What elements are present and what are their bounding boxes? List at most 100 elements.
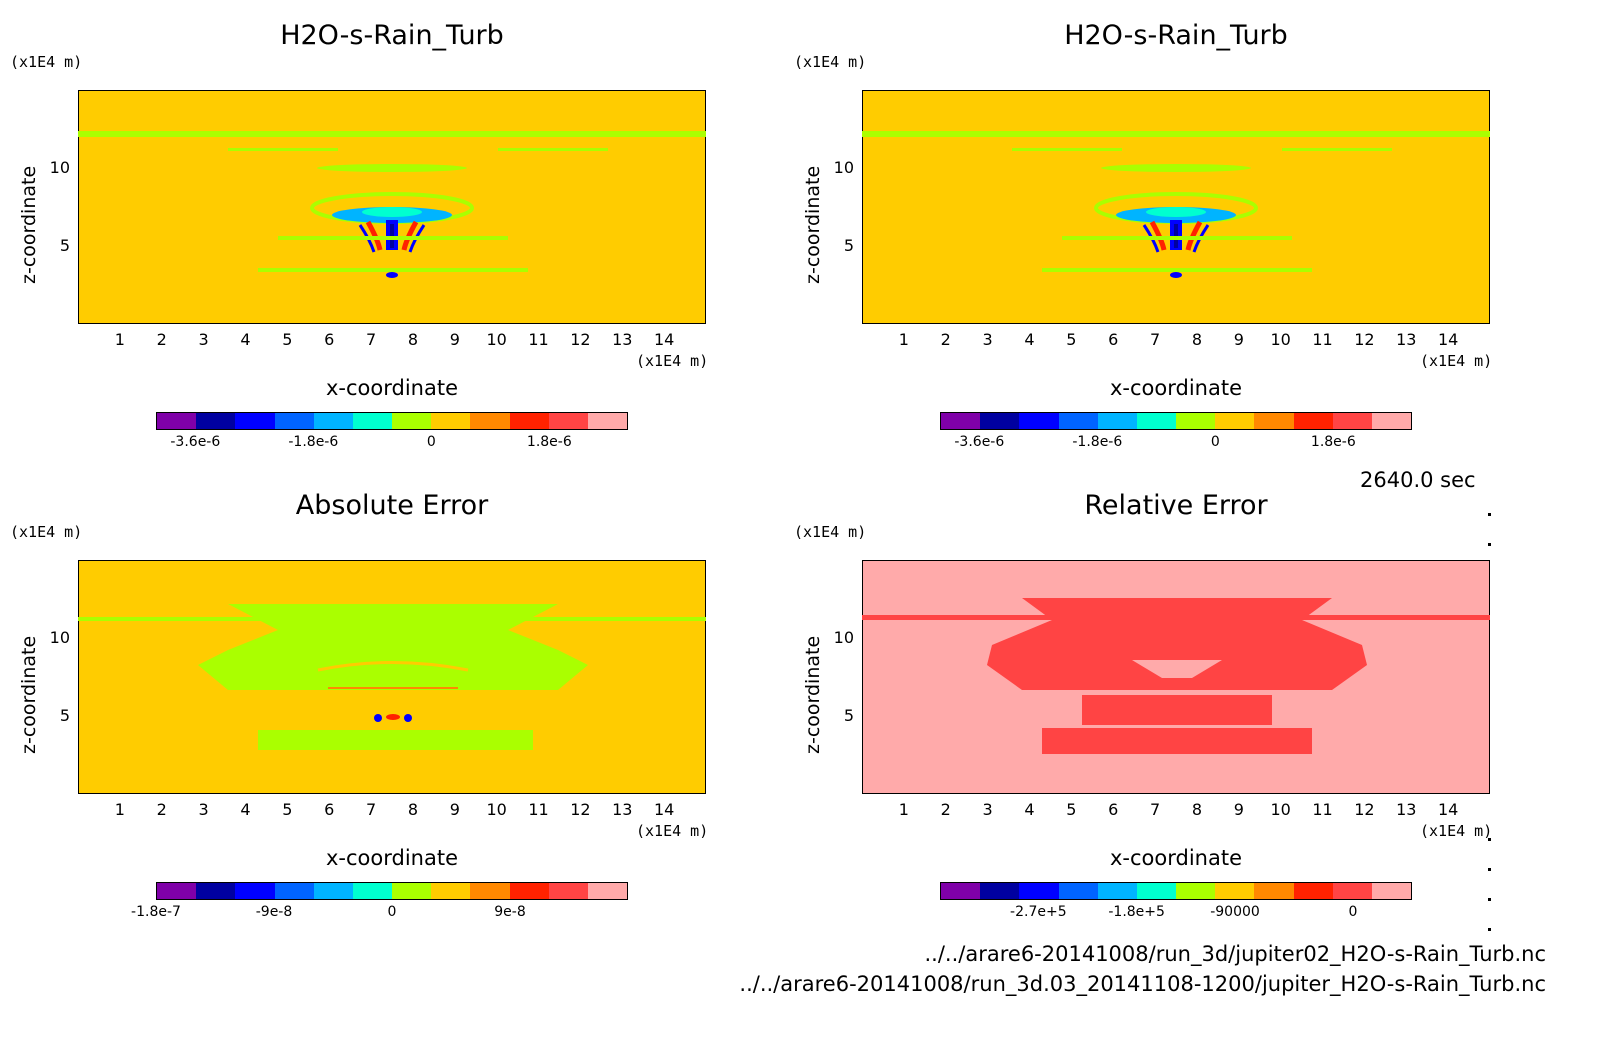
colorbar-swatch (587, 413, 628, 429)
x-tick-label: 3 (198, 800, 209, 819)
layer-streak (1282, 148, 1392, 151)
marker-dot (1488, 838, 1491, 841)
colorbar-swatch (352, 883, 393, 899)
rel-error-region (1082, 695, 1272, 725)
y-axis-label: z-coordinate (802, 165, 824, 284)
chart-title: H2O-s-Rain_Turb (1064, 20, 1288, 51)
footer-file-1: ../../arare6-20141008/run_3d/jupiter02_H… (924, 942, 1547, 966)
x-tick-label: 14 (653, 800, 675, 819)
x-axis-label: x-coordinate (325, 376, 458, 400)
colorbar-swatch (1293, 413, 1333, 429)
x-tick-label: 7 (365, 800, 377, 819)
colorbar-swatch (1019, 413, 1059, 429)
colorbar-swatch (509, 413, 549, 429)
colorbar-label: -9e-8 (255, 904, 293, 920)
colorbar-label: -2.7e+5 (1010, 904, 1067, 920)
x-tick-label: 6 (324, 330, 335, 349)
x-tick-label: 7 (365, 330, 377, 349)
x-tick-label: 8 (1191, 800, 1203, 819)
x-axis-label: x-coordinate (325, 846, 458, 870)
colorbar-label: -1.8e-7 (131, 904, 181, 920)
colorbar-swatch (1058, 883, 1098, 899)
heatmap-plot (78, 90, 706, 324)
colorbar (156, 412, 628, 430)
colorbar-swatch (1058, 413, 1098, 429)
colorbar-swatch (392, 883, 432, 899)
x-tick-label: 5 (282, 800, 293, 819)
colorbar-swatch (1176, 413, 1216, 429)
colorbar-swatch (1019, 883, 1059, 899)
x-tick-label: 4 (1024, 800, 1035, 819)
layer-streak (1101, 164, 1251, 172)
colorbar-swatch (1097, 883, 1137, 899)
colorbar-swatch (1215, 413, 1255, 429)
colorbar-swatch (431, 413, 471, 429)
chart-title: Absolute Error (295, 490, 489, 521)
x-tick-label: 14 (1437, 330, 1459, 349)
x-tick-label: 6 (1108, 330, 1119, 349)
x-tick-label: 2 (940, 330, 951, 349)
x-axis-label: x-coordinate (1109, 376, 1242, 400)
colorbar-swatch (1371, 883, 1412, 899)
x-tick-label: 1 (898, 330, 909, 349)
y-tick-label: 5 (59, 236, 70, 255)
colorbar-label: 0 (426, 434, 436, 450)
x-tick-label: 5 (282, 330, 293, 349)
x-tick-label: 10 (486, 330, 507, 349)
low-blob (1170, 272, 1182, 278)
y-axis-label: z-coordinate (18, 635, 40, 754)
colorbar-label: 1.8e-6 (526, 434, 572, 450)
x-tick-label: 9 (1233, 330, 1244, 349)
colorbar-swatch (548, 413, 588, 429)
x-tick-label: 11 (528, 330, 549, 349)
cloud-core (1146, 207, 1206, 217)
x-tick-label: 6 (324, 800, 335, 819)
colorbar-swatch (1176, 883, 1216, 899)
heatmap-plot (78, 560, 706, 794)
marker-dot (1488, 928, 1491, 931)
y-unit-label: (x1E4 m) (794, 523, 867, 541)
x-tick-label: 4 (240, 330, 251, 349)
colorbar-swatch (1254, 413, 1294, 429)
x-tick-label: 13 (1396, 330, 1417, 349)
colorbar-swatch (470, 883, 510, 899)
colorbar-label: -3.6e-6 (954, 434, 1005, 450)
colorbar-swatch (1293, 883, 1333, 899)
x-tick-label: 4 (1024, 330, 1035, 349)
x-unit-label: (x1E4 m) (636, 822, 709, 840)
colorbar-swatch (1332, 883, 1372, 899)
x-axis-label: x-coordinate (1109, 846, 1242, 870)
x-tick-label: 1 (898, 800, 909, 819)
x-tick-label: 2 (156, 800, 167, 819)
colorbar-swatch (1254, 883, 1294, 899)
low-streak (258, 268, 528, 272)
y-tick-label: 10 (49, 628, 70, 647)
colorbar-swatch (235, 413, 275, 429)
error-arc (317, 661, 469, 672)
colorbar-swatch (980, 883, 1020, 899)
x-tick-label: 14 (1437, 800, 1459, 819)
x-tick-label: 9 (449, 330, 460, 349)
marker-dot (1488, 513, 1491, 516)
colorbar-label: 0 (1348, 904, 1358, 920)
colorbar-label: 0 (387, 904, 397, 920)
error-blob (374, 714, 382, 722)
x-unit-label: (x1E4 m) (1420, 822, 1493, 840)
low-streak (1042, 268, 1312, 272)
x-tick-label: 12 (1354, 800, 1375, 819)
y-unit-label: (x1E4 m) (794, 53, 867, 71)
x-tick-label: 9 (449, 800, 460, 819)
x-tick-label: 12 (570, 330, 591, 349)
colorbar (940, 882, 1412, 900)
y-tick-label: 5 (843, 706, 854, 725)
error-blob (386, 714, 400, 720)
layer-band (78, 131, 706, 137)
colorbar (940, 412, 1412, 430)
y-tick-label: 10 (833, 628, 854, 647)
low-blob (386, 272, 398, 278)
time-label: 2640.0 sec (1360, 468, 1476, 492)
x-unit-label: (x1E4 m) (636, 352, 709, 370)
x-tick-label: 11 (528, 800, 549, 819)
x-tick-label: 13 (612, 800, 633, 819)
x-tick-label: 13 (612, 330, 633, 349)
